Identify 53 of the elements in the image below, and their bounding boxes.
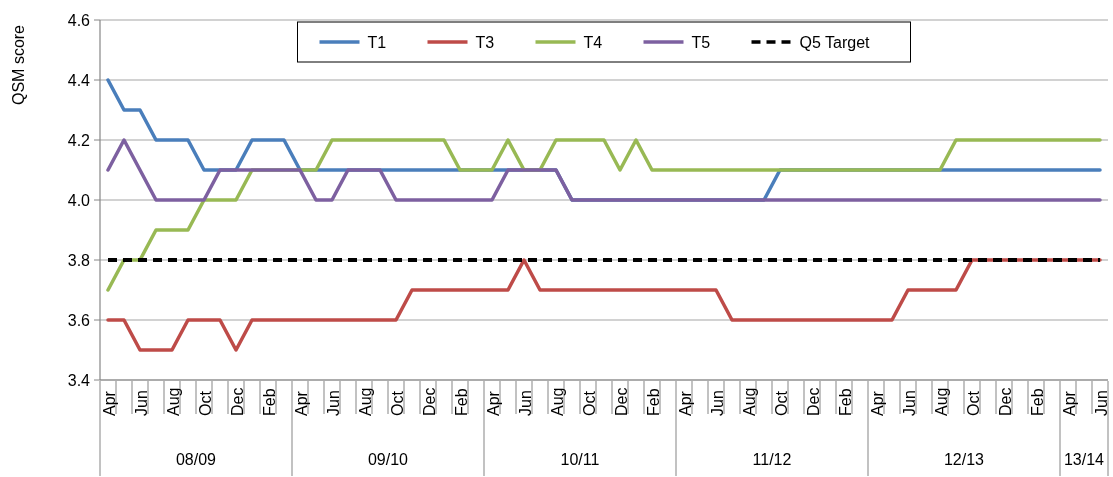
x-tick-label: Oct (772, 390, 790, 416)
x-tick-label: Jun (516, 390, 534, 416)
legend-label: T4 (583, 33, 603, 51)
line-series (106, 258, 1102, 352)
x-tick-label: Dec (612, 387, 630, 416)
y-tick-label: 4.6 (67, 11, 91, 29)
x-tick-label: Jun (708, 390, 726, 416)
x-tick-label: Aug (740, 387, 758, 416)
y-tick-label: 4.0 (67, 191, 91, 209)
x-tick-label: Dec (420, 387, 438, 416)
x-tick-label: Oct (964, 390, 982, 416)
text: 09/10 (367, 451, 409, 468)
y-tick-label: 3.6 (67, 311, 91, 329)
x-tick-label: Jun (900, 390, 918, 416)
y-tick-label: 3.4 (67, 371, 91, 389)
text: 13/14 (1063, 451, 1105, 468)
x-tick-label: Aug (356, 387, 374, 416)
y-tick-label: 3.8 (67, 251, 91, 269)
x-tick-label: Apr (868, 390, 886, 416)
x-tick-label: Jun (132, 390, 150, 416)
x-tick-label: Apr (292, 390, 310, 416)
x-tick-label: Feb (260, 388, 278, 416)
x-tick-label: Jun (1092, 390, 1110, 416)
line-series (106, 138, 1102, 292)
x-tick-label: Aug (164, 387, 182, 416)
text: 08/09 (175, 451, 217, 468)
legend-label: T3 (475, 33, 495, 51)
x-tick-label: Dec (996, 387, 1014, 416)
x-tick-label: Oct (388, 390, 406, 416)
x-tick-label: Apr (676, 390, 694, 416)
y-tick-label: 4.2 (67, 131, 91, 149)
legend-label: T5 (691, 33, 711, 51)
text: 11/12 (752, 451, 792, 468)
text: 10/11 (560, 451, 600, 468)
x-tick-label: Aug (932, 387, 950, 416)
x-tick-label: Dec (228, 387, 246, 416)
y-axis-title: QSM score (10, 24, 27, 106)
x-tick-label: Feb (644, 388, 662, 416)
text: 12/13 (943, 451, 985, 468)
x-tick-label: Oct (196, 390, 214, 416)
x-tick-label: Feb (1028, 388, 1046, 416)
legend-label: Q5 Target (799, 33, 871, 51)
x-tick-label: Feb (836, 388, 854, 416)
x-tick-label: Aug (548, 387, 566, 416)
x-tick-label: Feb (452, 388, 470, 416)
x-tick-label: Jun (324, 390, 342, 416)
x-tick-label: Apr (484, 390, 502, 416)
x-tick-label: Oct (580, 390, 598, 416)
legend-label: T1 (367, 33, 387, 51)
x-tick-label: Apr (100, 390, 118, 416)
y-tick-label: 4.4 (67, 71, 91, 89)
x-tick-label: Apr (1060, 390, 1078, 416)
x-tick-label: Dec (804, 387, 822, 416)
